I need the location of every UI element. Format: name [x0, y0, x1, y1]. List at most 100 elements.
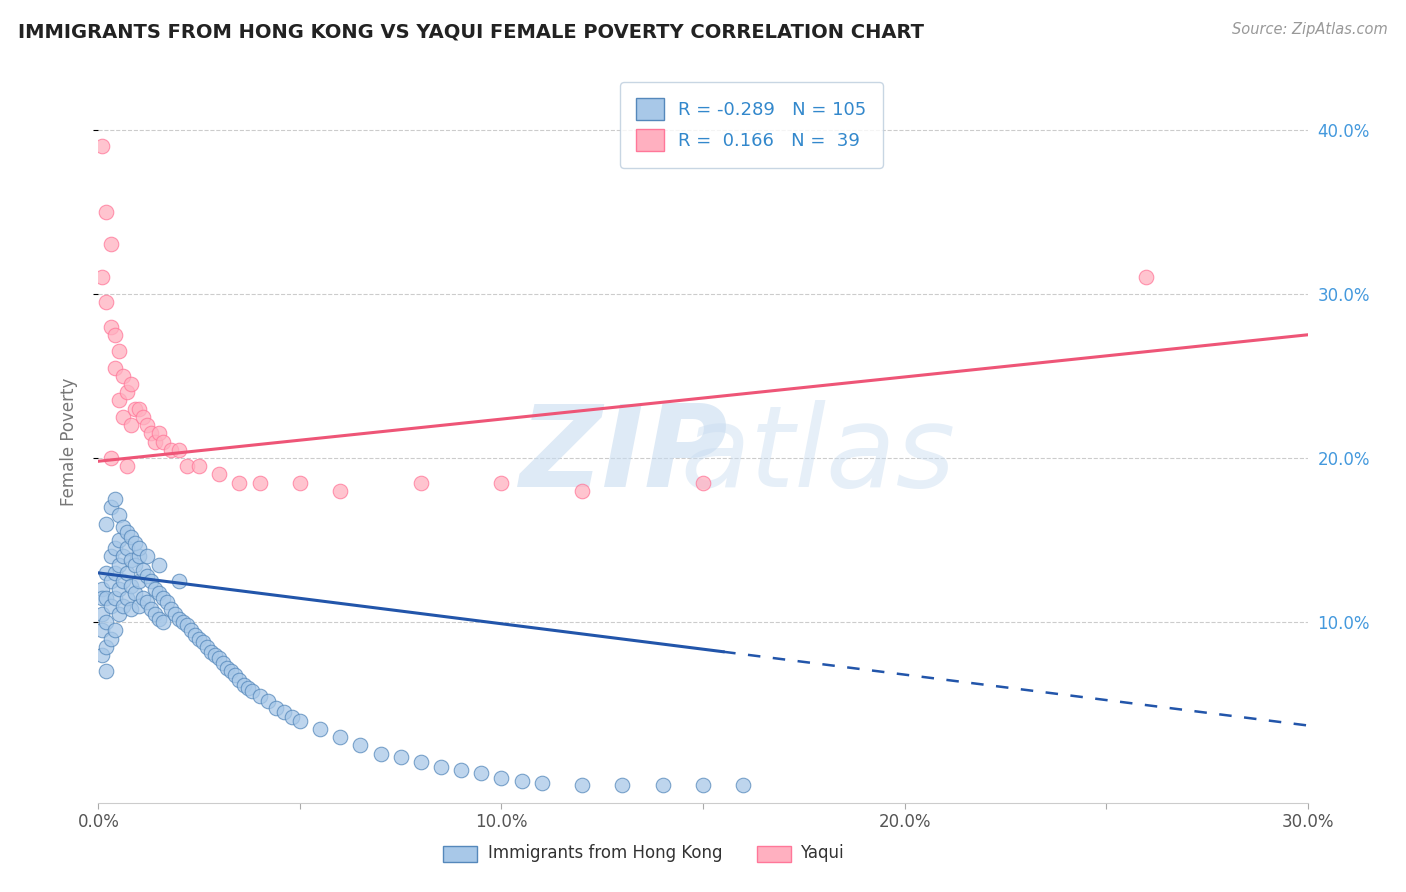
Point — [107, 582, 129, 597]
Point — [124, 558, 146, 572]
Point — [91, 648, 114, 662]
Point — [100, 599, 122, 613]
Point — [111, 574, 134, 588]
Point — [176, 618, 198, 632]
Point — [249, 689, 271, 703]
Point — [156, 595, 179, 609]
Point — [135, 595, 157, 609]
Point — [96, 295, 118, 310]
Text: ZIP: ZIP — [520, 401, 728, 511]
Point — [349, 739, 371, 753]
Point — [128, 541, 150, 556]
Point — [96, 615, 118, 630]
Point — [107, 558, 129, 572]
Point — [329, 730, 352, 744]
Point — [167, 612, 190, 626]
Point — [100, 237, 122, 252]
Point — [208, 651, 231, 665]
Point — [111, 520, 134, 534]
Point — [273, 706, 295, 720]
Point — [208, 467, 231, 482]
Point — [124, 585, 146, 599]
Point — [733, 778, 755, 792]
Point — [132, 409, 155, 424]
Point — [91, 139, 114, 153]
Point — [115, 541, 138, 556]
Point — [430, 760, 453, 774]
Point — [132, 563, 155, 577]
Point — [128, 549, 150, 564]
Point — [228, 673, 250, 687]
Point — [139, 602, 162, 616]
Point — [148, 558, 170, 572]
Point — [491, 475, 513, 490]
Text: Yaqui: Yaqui — [800, 845, 844, 863]
Point — [184, 628, 207, 642]
Point — [115, 385, 138, 400]
Point — [212, 657, 235, 671]
Point — [115, 459, 138, 474]
Point — [1135, 270, 1157, 285]
Point — [200, 645, 222, 659]
Point — [124, 401, 146, 416]
Point — [180, 624, 202, 638]
Point — [450, 763, 472, 777]
Point — [232, 677, 254, 691]
Point — [100, 500, 122, 515]
Point — [204, 648, 226, 662]
Point — [96, 640, 118, 654]
Point — [111, 409, 134, 424]
Point — [571, 483, 593, 498]
Point — [103, 624, 125, 638]
Point — [91, 624, 114, 638]
Point — [264, 700, 287, 714]
Point — [120, 530, 142, 544]
FancyBboxPatch shape — [443, 847, 477, 862]
Point — [103, 566, 125, 580]
Legend: R = -0.289   N = 105, R =  0.166   N =  39: R = -0.289 N = 105, R = 0.166 N = 39 — [620, 82, 883, 168]
Point — [107, 533, 129, 547]
Point — [160, 442, 183, 457]
Point — [120, 553, 142, 567]
Point — [470, 766, 492, 780]
Point — [107, 508, 129, 523]
Point — [107, 607, 129, 621]
Point — [107, 393, 129, 408]
Point — [612, 778, 634, 792]
Point — [100, 549, 122, 564]
Point — [135, 549, 157, 564]
Point — [176, 459, 198, 474]
Point — [571, 778, 593, 792]
Point — [329, 483, 352, 498]
Point — [115, 524, 138, 539]
Point — [160, 602, 183, 616]
Point — [96, 591, 118, 605]
Point — [409, 755, 432, 769]
Y-axis label: Female Poverty: Female Poverty — [59, 377, 77, 506]
Point — [91, 607, 114, 621]
Point — [692, 778, 714, 792]
Point — [510, 774, 533, 789]
Point — [132, 591, 155, 605]
Point — [530, 776, 553, 790]
Point — [100, 319, 122, 334]
Point — [91, 582, 114, 597]
Point — [167, 574, 190, 588]
Text: Source: ZipAtlas.com: Source: ZipAtlas.com — [1232, 22, 1388, 37]
Point — [120, 579, 142, 593]
Point — [249, 475, 271, 490]
Point — [135, 418, 157, 433]
Point — [221, 665, 243, 679]
Point — [148, 612, 170, 626]
Point — [193, 635, 215, 649]
Point — [228, 475, 250, 490]
Point — [96, 516, 118, 531]
Point — [139, 574, 162, 588]
Point — [91, 270, 114, 285]
Point — [96, 566, 118, 580]
Point — [389, 749, 412, 764]
Point — [217, 661, 239, 675]
Point — [143, 434, 166, 449]
Point — [107, 344, 129, 359]
Point — [103, 541, 125, 556]
